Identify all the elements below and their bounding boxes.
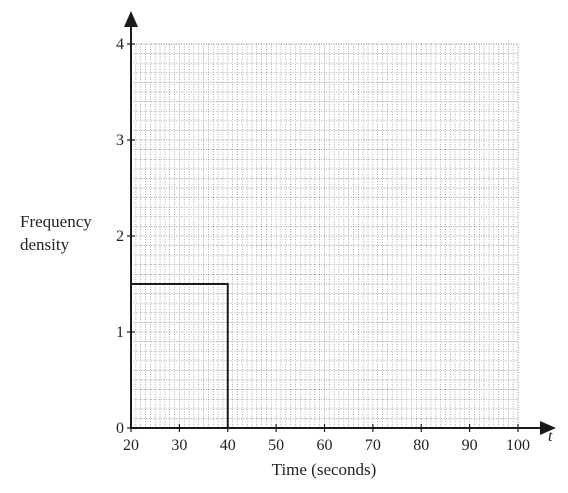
x-tick-label: 80 bbox=[413, 437, 429, 454]
x-tick-label: 20 bbox=[123, 437, 139, 454]
y-tick-label: 4 bbox=[116, 36, 124, 53]
chart-ticks: 20 30 40 50 60 70 80 90 100 0 1 2 3 4 bbox=[116, 36, 530, 454]
y-axis-label-line-1: Frequency bbox=[20, 212, 92, 231]
x-tick-label: 100 bbox=[506, 437, 530, 454]
x-tick-label: 40 bbox=[220, 437, 236, 454]
y-axis-arrowhead bbox=[124, 11, 138, 27]
x-tick-label: 50 bbox=[268, 437, 284, 454]
chart-axes bbox=[124, 11, 556, 435]
chart-labels: Time (seconds) Frequency density t bbox=[20, 212, 553, 479]
y-tick-label: 1 bbox=[116, 324, 124, 341]
x-tick-label: 70 bbox=[365, 437, 381, 454]
y-tick-label: 0 bbox=[116, 420, 124, 437]
x-axis-label: Time (seconds) bbox=[272, 460, 377, 479]
chart-bars bbox=[130, 283, 229, 429]
x-tick-label: 30 bbox=[171, 437, 187, 454]
x-axis-symbol: t bbox=[548, 428, 553, 445]
y-axis-label-line-2: density bbox=[20, 235, 70, 254]
y-tick-label: 3 bbox=[116, 132, 124, 149]
y-tick-label: 2 bbox=[116, 228, 124, 245]
histogram-bar bbox=[130, 283, 229, 429]
x-tick-label: 60 bbox=[317, 437, 333, 454]
x-axis-arrowhead bbox=[540, 421, 556, 435]
chart-grid bbox=[130, 43, 519, 429]
x-tick-label: 90 bbox=[462, 437, 478, 454]
